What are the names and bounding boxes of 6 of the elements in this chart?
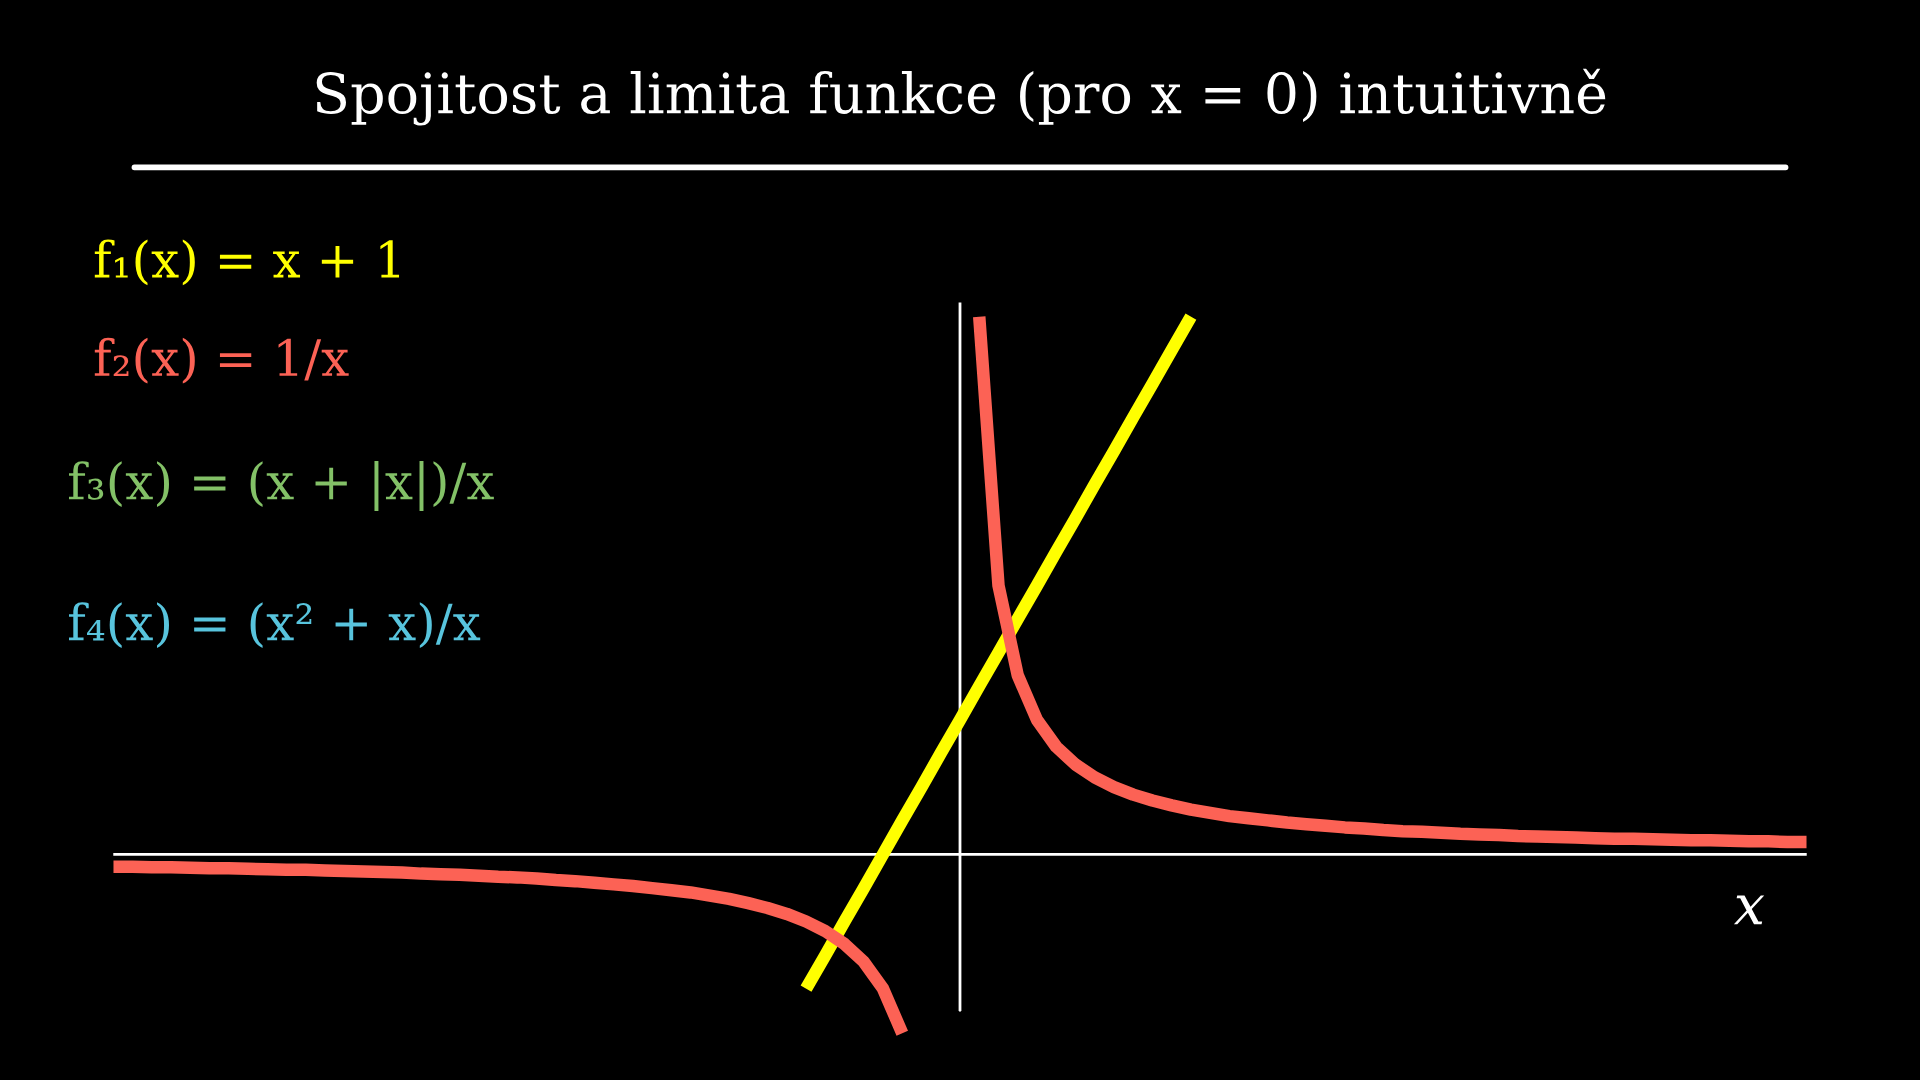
annotation: f₃(x) = (x + |x|)/x — [69, 461, 494, 511]
annotation: f₄(x) = (x² + x)/x — [69, 602, 481, 648]
text: f₁(x) = x + 1 — [94, 239, 400, 286]
text: f₂(x) = 1/x — [94, 337, 349, 384]
x-axis-title: x — [1733, 895, 1765, 925]
chart-title: Spojitost a limita funkce (pro x = 0) intuitivně — [316, 68, 1606, 126]
